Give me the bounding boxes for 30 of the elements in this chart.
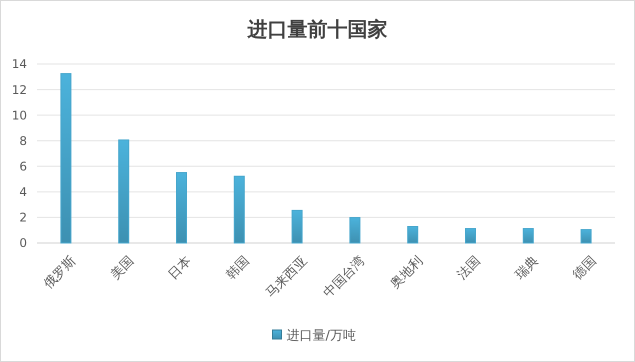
bar: [234, 176, 245, 244]
y-tick-label: 4: [19, 185, 27, 200]
bar: [176, 172, 187, 244]
bar: [60, 73, 72, 244]
bar: [349, 217, 360, 244]
x-tick-label: 德国: [570, 254, 600, 283]
x-tick-label: 法国: [454, 254, 484, 283]
x-tick-label: 日本: [166, 254, 195, 283]
bar: [522, 228, 534, 244]
bar: [465, 228, 476, 244]
y-tick-label: 14: [12, 57, 27, 72]
bar: [580, 229, 592, 244]
x-tick-label: 马来西亚: [262, 254, 310, 302]
y-tick-label: 12: [12, 82, 27, 97]
y-tick-label: 8: [19, 134, 27, 148]
x-tick-label: 俄罗斯: [40, 254, 80, 292]
x-tick-label: 中国台湾: [320, 252, 368, 302]
chart-title: 进口量前十国家: [246, 17, 388, 41]
x-tick-label: 瑞典: [512, 254, 542, 283]
bar: [292, 210, 303, 244]
y-tick-label: 2: [19, 210, 27, 225]
bar: [118, 139, 130, 244]
x-tick-label: 奥地利: [388, 254, 426, 292]
legend-label: 进口量/万吨: [286, 328, 356, 344]
y-tick-label: 10: [12, 108, 27, 122]
y-tick-label: 0: [19, 236, 27, 250]
y-tick-label: 6: [19, 159, 27, 174]
x-tick-label: 韩国: [224, 254, 253, 283]
bar: [407, 226, 418, 244]
x-tick-label: 美国: [107, 252, 137, 283]
